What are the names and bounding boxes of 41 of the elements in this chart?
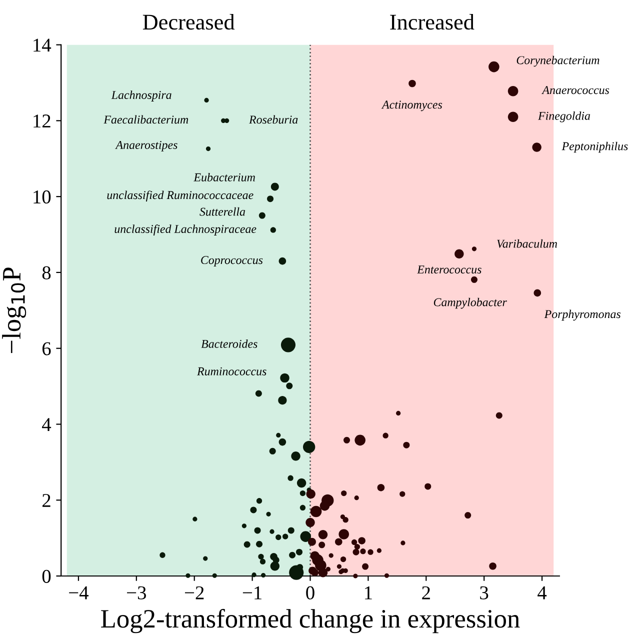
- y-axis-title: −log$_{10}$P: [2, 268, 26, 354]
- x-tick-label: −1: [242, 586, 262, 600]
- y-tick-label: 12: [34, 114, 50, 128]
- x-tick-label: 0: [306, 586, 314, 600]
- x-tick-label: 4: [538, 586, 547, 600]
- annotation: Roseburia: [248, 115, 298, 124]
- band-label: Increased: [390, 14, 474, 30]
- y-tick-label: 6: [42, 342, 51, 356]
- annotation: Finegoldia: [538, 111, 590, 122]
- x-tick-label: −4: [69, 586, 89, 600]
- x-tick-label: 2: [422, 586, 430, 600]
- x-tick-label: −2: [184, 586, 204, 600]
- annotation: unclassified Ruminococcaceae: [107, 190, 254, 202]
- y-tick-label: 2: [42, 494, 50, 507]
- y-tick-label: 8: [42, 266, 51, 280]
- x-tick-label: 3: [480, 586, 488, 600]
- annotation: Sutterella: [200, 207, 246, 216]
- annotation: Peptoniphilus: [562, 142, 628, 153]
- annotation: Anaerostipes: [115, 140, 178, 152]
- y-tick-label: 10: [34, 190, 51, 204]
- annotation: Eubacterium: [194, 172, 255, 182]
- annotation: Lachnospira: [111, 90, 172, 102]
- x-tick-label: −3: [127, 586, 146, 600]
- x-axis-title: Log2-transformed change in expression: [101, 608, 520, 634]
- annotation: Ruminococcus: [196, 367, 266, 376]
- annotation: Porphyromonas: [544, 310, 620, 321]
- annotation: Varibaculum: [497, 239, 557, 248]
- annotation: unclassified Lachnospiraceae: [114, 224, 256, 236]
- annotation: Actinomyces: [381, 100, 442, 112]
- annotation: Bacteroides: [201, 340, 258, 348]
- y-tick-label: 0: [42, 570, 51, 583]
- annotation: Anaerococcus: [542, 86, 610, 94]
- annotation: Campylobacter: [434, 298, 507, 309]
- x-tick-label: 1: [365, 586, 372, 600]
- y-tick-label: 14: [34, 38, 52, 52]
- annotation: Enterococcus: [417, 266, 482, 274]
- annotation: Coprococcus: [201, 256, 263, 266]
- y-tick-label: 4: [42, 418, 52, 431]
- annotation: Corynebacterium: [516, 56, 600, 67]
- annotation: Faecalibacterium: [104, 115, 188, 124]
- band-label: Decreased: [142, 14, 235, 30]
